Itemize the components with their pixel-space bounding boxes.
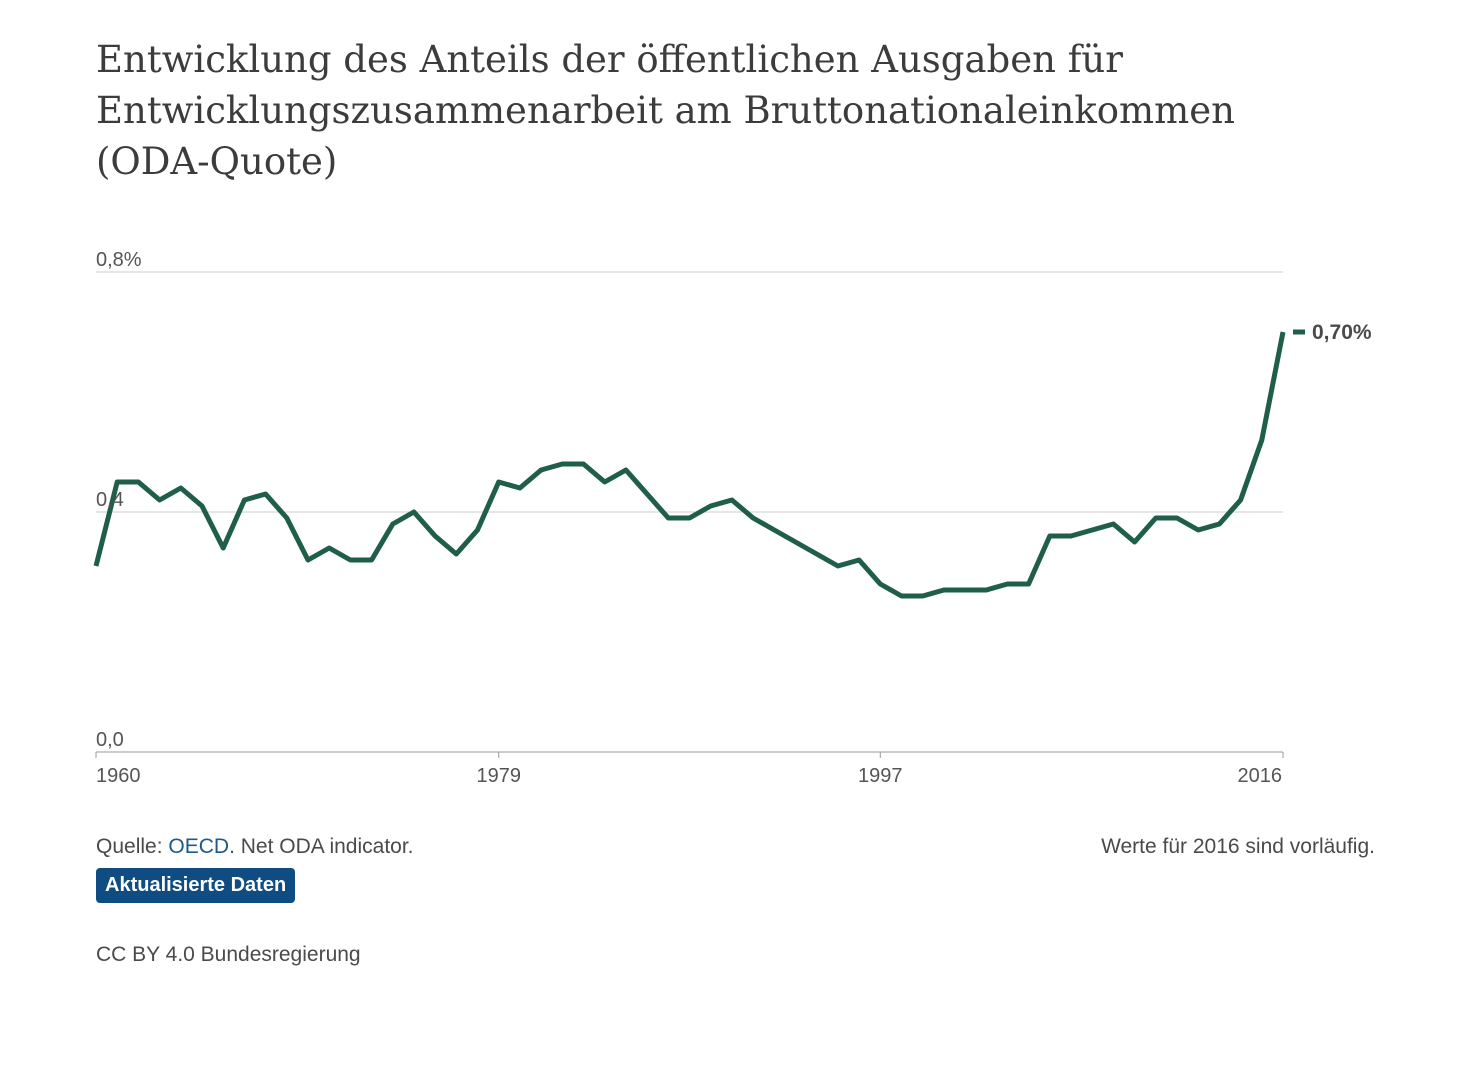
source-link-oecd[interactable]: OECD. [168,835,235,858]
provisional-note: Werte für 2016 sind vorläufig. [1101,835,1375,858]
updated-data-button[interactable]: Aktualisierte Daten [96,868,296,903]
source-text: Net ODA indicator. [240,835,414,858]
source-label: Quelle: [96,835,163,858]
label-layer: 0,0 0,4 0,8% 1960 1979 1997 2016 0,70% [96,249,1372,787]
y-tick-label: 0,0 [96,729,124,751]
series-layer [93,329,1305,599]
x-tick-label: 1997 [858,765,903,787]
grid-layer [96,271,1283,513]
y-tick-label: 0,4 [96,489,124,511]
source-line: Quelle: OECD. Net ODA indicator. [96,835,414,859]
x-tick-label: 1960 [96,765,141,787]
oda-series-line [93,331,1286,599]
chart-title: Entwicklung des Anteils der öffentlichen… [96,38,1235,183]
x-axis [95,751,1284,758]
end-value-label: 0,70% [1312,321,1372,344]
x-tick-label: 1979 [476,765,521,787]
y-tick-label: 0,8% [96,249,142,271]
license-text: CC BY 4.0 Bundesregierung [96,943,361,966]
oda-line-chart: 0,0 0,4 0,8% 1960 1979 1997 2016 0,70% [93,249,1372,787]
x-tick-label: 2016 [1238,765,1283,787]
